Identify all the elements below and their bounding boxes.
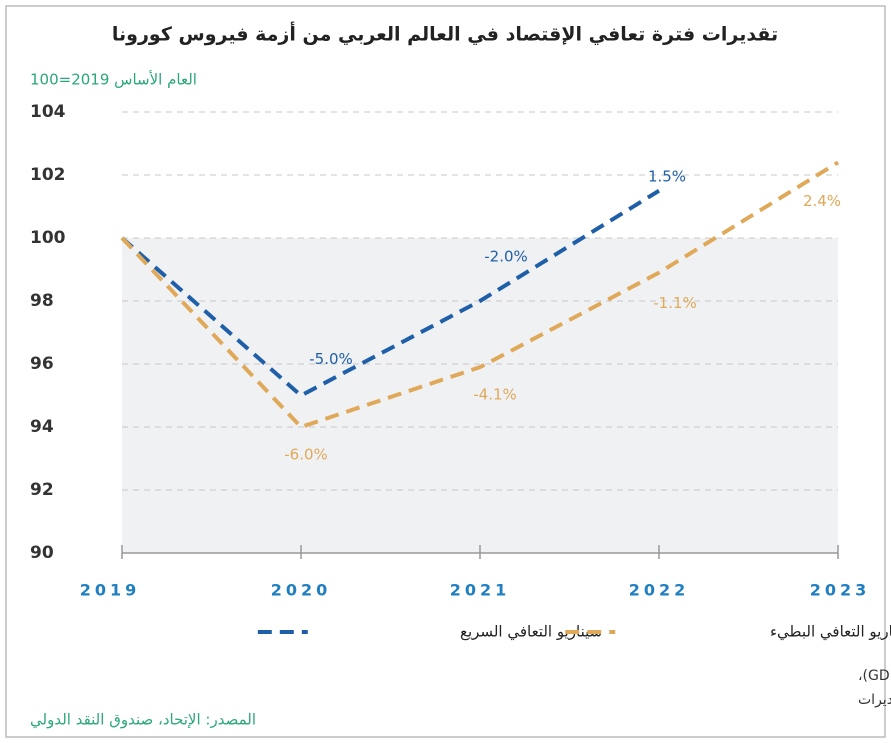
data-label: -5.0% — [309, 350, 353, 368]
data-label: 2.4% — [803, 192, 841, 210]
data-label: -2.0% — [484, 248, 528, 266]
x-tick-label: 2020 — [271, 581, 332, 600]
x-tick-label: 2022 — [629, 581, 690, 600]
x-tick-label: 2021 — [450, 581, 511, 600]
data-label: -6.0% — [284, 446, 328, 464]
y-tick-label: 100 — [30, 228, 66, 248]
y-tick-label: 90 — [30, 543, 54, 563]
subtitle: العام الأساس 2019=100 — [30, 70, 197, 89]
y-tick-label: 94 — [30, 417, 54, 437]
x-tick-label: 2023 — [810, 581, 871, 600]
note: تمثّل الخطوط المنقّطة التقديرات — [858, 691, 891, 708]
y-tick-label: 104 — [30, 102, 66, 122]
note: * تُمثّل البيانات نسب التغيّر مقارنةً با… — [858, 666, 891, 684]
x-tick-label: 2019 — [80, 581, 141, 600]
y-tick-label: 98 — [30, 291, 54, 311]
source: المصدر: الإتحاد، صندوق النقد الدولي — [30, 711, 256, 730]
series-line — [120, 189, 661, 398]
data-label: -1.1% — [653, 294, 697, 312]
legend-label: سيناريو التعافي البطيء — [770, 623, 891, 642]
y-tick-label: 92 — [30, 480, 54, 500]
base-band — [122, 238, 838, 553]
data-label: -4.1% — [473, 386, 517, 404]
y-tick-label: 102 — [30, 165, 66, 185]
series-line — [120, 160, 840, 430]
chart-title: تقديرات فترة تعافي الإقتصاد في العالم ال… — [112, 22, 778, 46]
legend-label: سيناريو التعافي السريع — [460, 623, 602, 642]
y-tick-label: 96 — [30, 354, 54, 374]
data-label: 1.5% — [648, 167, 686, 185]
